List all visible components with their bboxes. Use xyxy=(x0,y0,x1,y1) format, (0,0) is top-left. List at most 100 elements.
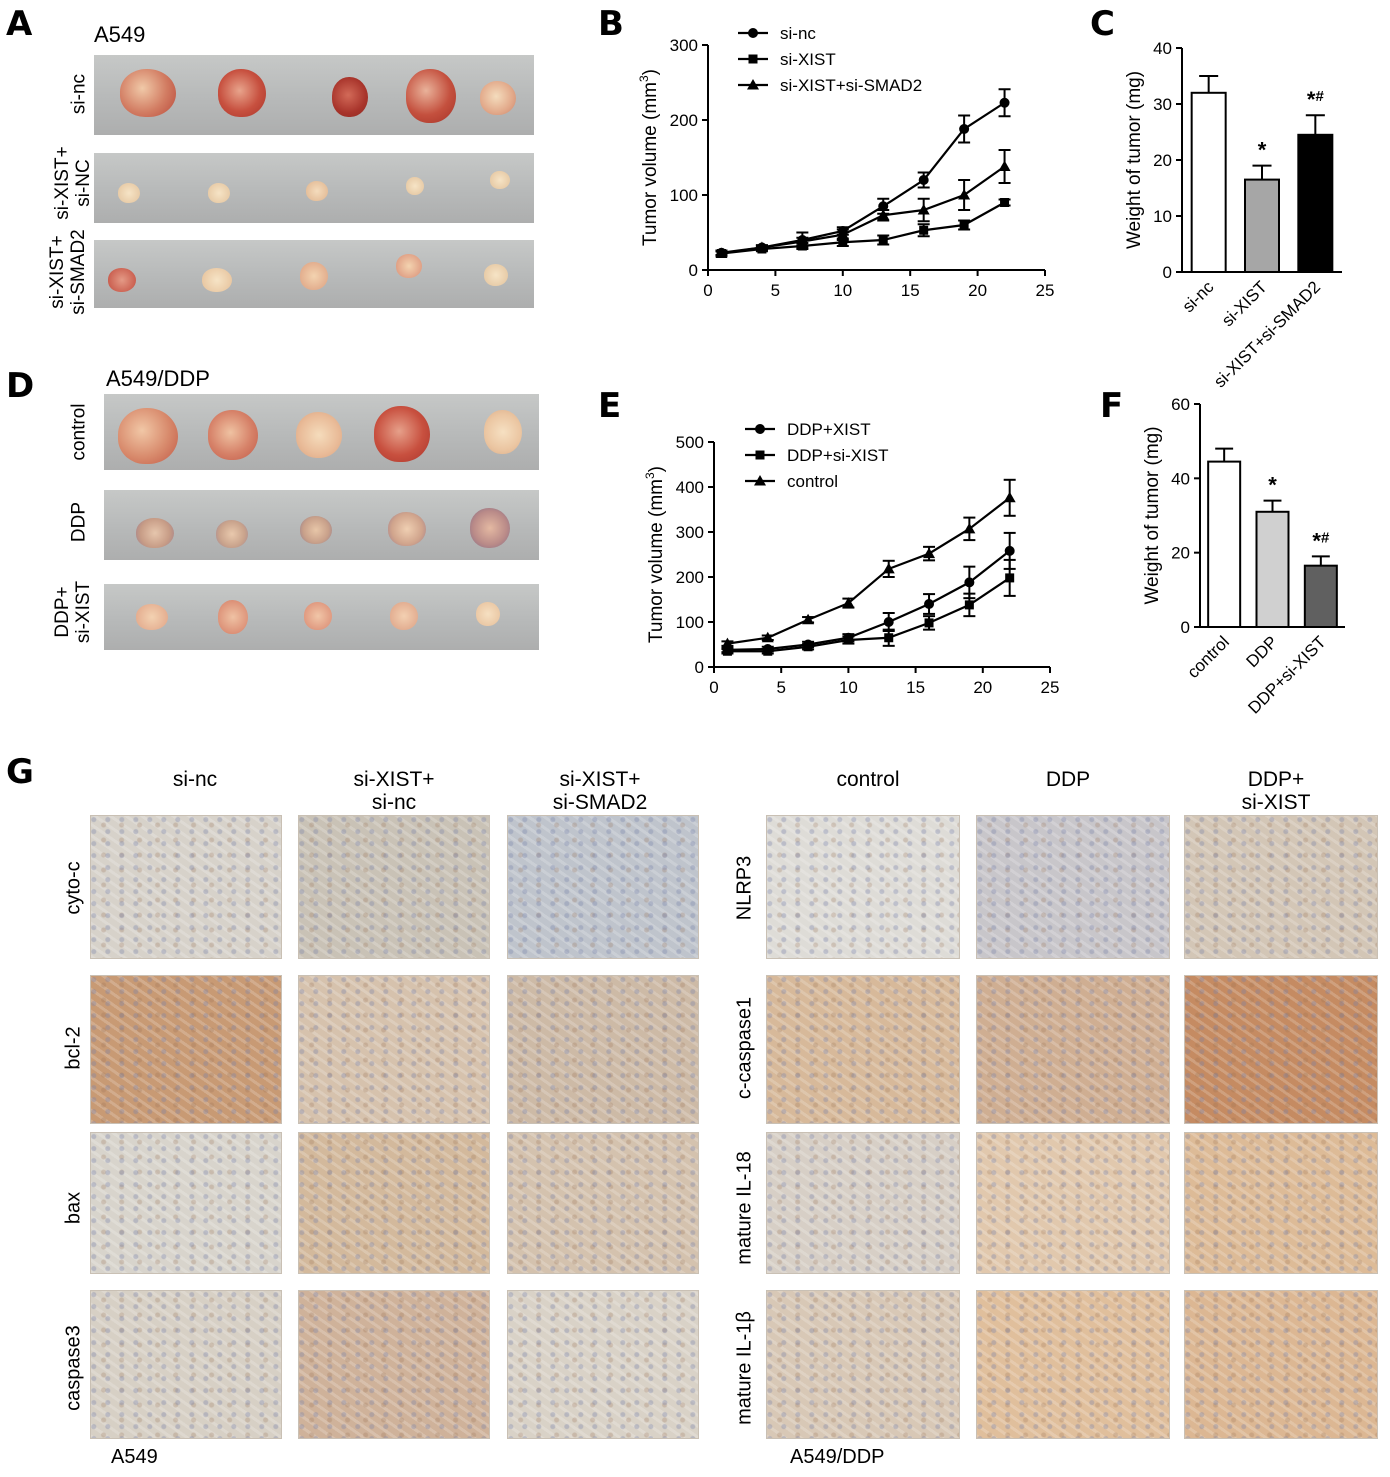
ihc-micrograph xyxy=(507,1132,699,1274)
data-point xyxy=(715,247,728,258)
y-tick-label: 40 xyxy=(1153,39,1172,58)
ihc-micrograph xyxy=(298,815,490,959)
y-tick-label: 60 xyxy=(1171,395,1190,414)
data-point xyxy=(924,618,934,628)
x-tick-label: 5 xyxy=(776,678,785,697)
ihc-micrograph xyxy=(976,1132,1170,1274)
ihc-column-label: control xyxy=(836,768,900,791)
data-point xyxy=(999,97,1010,108)
y-tick-label: 100 xyxy=(676,613,704,632)
tumor-photo-ddp xyxy=(104,490,539,560)
data-point xyxy=(878,235,888,245)
data-point xyxy=(964,600,974,610)
panel-label-d: D xyxy=(6,366,35,406)
ihc-micrograph xyxy=(298,1290,490,1439)
ihc-row-label: mature IL-18 xyxy=(733,1151,756,1265)
ihc-micrograph xyxy=(507,1290,699,1439)
x-tick-label: 20 xyxy=(968,281,987,300)
legend-marker xyxy=(748,28,758,38)
ihc-micrograph xyxy=(976,815,1170,959)
ihc-row-label: mature IL-1β xyxy=(733,1311,756,1425)
panel-g-footer-left: A549 xyxy=(111,1446,158,1468)
y-tick-label: 100 xyxy=(670,186,698,205)
data-point xyxy=(761,631,774,643)
legend-label: DDP+XIST xyxy=(787,420,871,439)
data-point xyxy=(958,189,971,200)
x-tick-label: si-XIST+si-SMAD2 xyxy=(1210,277,1324,391)
data-point xyxy=(884,633,894,643)
bar xyxy=(1297,133,1334,273)
y-tick-label: 10 xyxy=(1153,207,1172,226)
ihc-column-label: si-nc xyxy=(172,768,218,791)
legend-marker xyxy=(755,450,765,460)
data-point xyxy=(1003,491,1016,503)
legend-label: DDP+si-XIST xyxy=(787,446,889,465)
legend-marker xyxy=(755,424,765,434)
ihc-row-label: caspase3 xyxy=(62,1325,85,1411)
ihc-row-label: cyto-c xyxy=(62,861,85,915)
data-point xyxy=(803,642,813,652)
panel-label-b: B xyxy=(598,4,624,44)
x-tick-label: 10 xyxy=(833,281,852,300)
y-axis-label: Tumor volume (mm3) xyxy=(637,69,661,246)
x-tick-label: 10 xyxy=(839,678,858,697)
ihc-micrograph xyxy=(1184,975,1378,1124)
series-line xyxy=(727,550,1011,651)
series-line xyxy=(721,165,1006,255)
ihc-micrograph xyxy=(507,815,699,959)
y-tick-label: 400 xyxy=(676,478,704,497)
y-tick-label: 40 xyxy=(1171,469,1190,488)
data-point xyxy=(843,635,853,645)
data-point xyxy=(755,241,768,252)
panel-d-title: A549/DDP xyxy=(106,366,210,391)
chart-c-tumor-weight: 0 10 20 30 40 Weight of tumor (mg) si-nc * si-XI… xyxy=(1124,39,1342,391)
ihc-row-label: c-caspase1 xyxy=(733,996,756,1100)
y-tick-label: 30 xyxy=(1153,95,1172,114)
data-point xyxy=(763,646,773,656)
data-point xyxy=(917,204,930,215)
bar xyxy=(1190,91,1227,273)
data-point xyxy=(878,201,889,212)
ihc-micrograph xyxy=(766,815,960,959)
panel-label-c: C xyxy=(1090,4,1115,44)
data-point xyxy=(836,228,849,240)
x-tick-label: si-XIST xyxy=(1218,277,1271,330)
data-point xyxy=(882,562,895,574)
x-tick-label: 0 xyxy=(709,678,718,697)
data-point xyxy=(1004,545,1015,556)
legend-marker xyxy=(748,54,758,64)
legend-label: control xyxy=(787,472,838,491)
data-point xyxy=(883,617,894,627)
ihc-micrograph xyxy=(766,1132,960,1274)
ihc-micrograph xyxy=(298,975,490,1124)
x-tick-label: si-nc xyxy=(1179,277,1218,316)
y-tick-label: 0 xyxy=(1181,618,1190,637)
x-tick-label: 5 xyxy=(771,281,780,300)
y-tick-label: 0 xyxy=(1163,263,1172,282)
y-tick-label: 0 xyxy=(695,658,704,677)
ihc-micrograph xyxy=(1184,815,1378,959)
bar xyxy=(1255,510,1290,628)
y-tick-label: 0 xyxy=(689,261,698,280)
chart-f-tumor-weight: 0 20 40 60 Weight of tumor (mg) control * DDP *#… xyxy=(1142,395,1345,718)
ihc-micrograph xyxy=(1184,1290,1378,1439)
ihc-micrograph xyxy=(507,975,699,1124)
y-tick-label: 200 xyxy=(670,111,698,130)
significance-mark: * xyxy=(1268,473,1277,498)
ihc-column-label: si-XIST+ si-SMAD2 xyxy=(552,768,648,814)
x-tick-label: 15 xyxy=(901,281,920,300)
panel-label-e: E xyxy=(598,386,622,426)
significance-mark: *# xyxy=(1312,528,1330,553)
x-tick-label: 25 xyxy=(1041,678,1060,697)
data-point xyxy=(959,220,969,230)
series-line xyxy=(727,496,1011,645)
x-tick-label: 0 xyxy=(703,281,712,300)
ihc-column-label: si-XIST+ si-nc xyxy=(353,768,435,814)
ihc-micrograph xyxy=(90,1290,282,1439)
ihc-micrograph xyxy=(1184,1132,1378,1274)
panel-a-title: A549 xyxy=(94,22,146,47)
ihc-column-label: DDP+ si-XIST xyxy=(1241,768,1311,814)
ihc-micrograph xyxy=(90,815,282,959)
y-tick-label: 500 xyxy=(676,433,704,452)
